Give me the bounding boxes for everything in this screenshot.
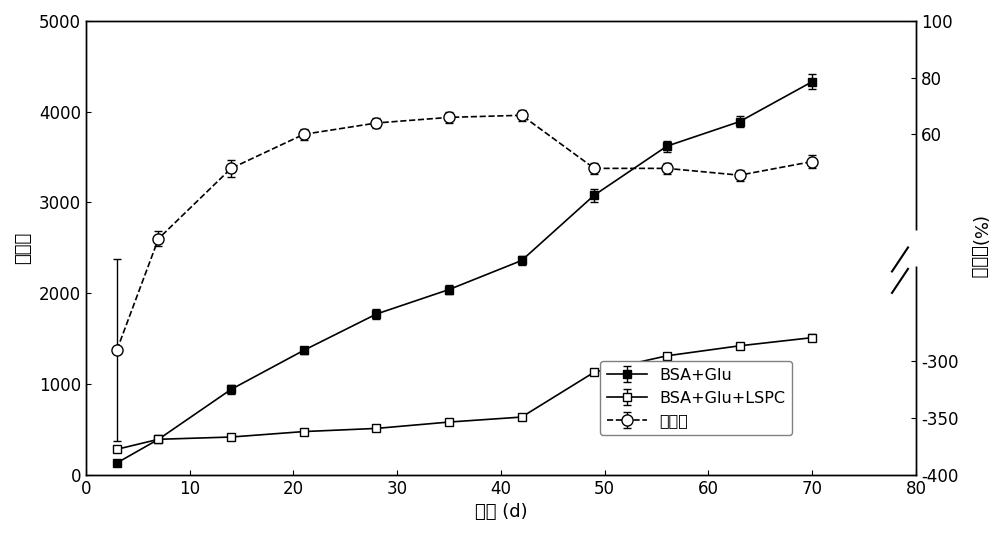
Y-axis label: (%)抑制率: (%)抑制率 <box>968 216 986 279</box>
Y-axis label: 荧光値: 荧光値 <box>14 232 32 264</box>
X-axis label: 时间 (d): 时间 (d) <box>475 503 527 521</box>
Legend: BSA+Glu, BSA+Glu+LSPC, 抑制率: BSA+Glu, BSA+Glu+LSPC, 抑制率 <box>600 361 792 435</box>
